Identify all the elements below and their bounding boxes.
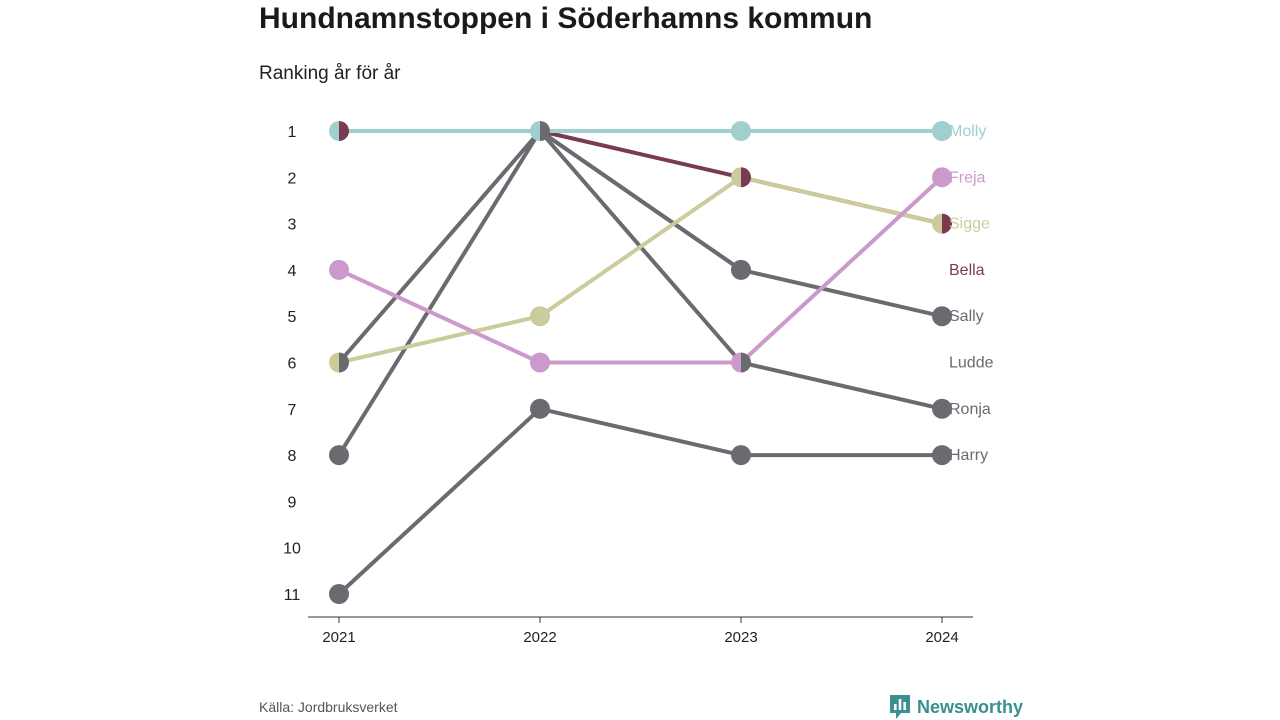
series-line-bella [538, 129, 743, 180]
y-tick-label: 7 [288, 402, 297, 419]
series-label-ludde: Ludde [949, 355, 994, 372]
point-freja [530, 352, 550, 373]
point-ronja [932, 398, 952, 419]
y-tick-label: 5 [288, 309, 297, 326]
series-label-sigge: Sigge [949, 216, 990, 233]
y-tick-label: 2 [288, 170, 297, 187]
point-freja [932, 167, 952, 188]
x-tick-label: 2023 [724, 629, 757, 646]
y-tick-label: 8 [288, 448, 297, 465]
series-label-freja: Freja [949, 169, 986, 186]
points-layer [329, 121, 953, 604]
point-freja [329, 259, 349, 280]
point-bella-sigge-left-half [932, 213, 942, 234]
y-tick-label: 10 [283, 541, 301, 558]
y-tick-label: 11 [284, 587, 301, 604]
x-tick-label: 2024 [925, 629, 958, 646]
series-line-harry [538, 406, 743, 458]
series-line-sigge [739, 175, 944, 226]
axis-layer: 2021 2022 2023 2024 1 2 3 4 5 6 7 8 9 10 11 [283, 124, 973, 646]
series-line-ludde [337, 129, 542, 458]
brand-name: Newsworthy [917, 696, 1024, 717]
point-bella-molly-left-half [329, 121, 339, 141]
point-bella-molly-right-half [339, 121, 349, 141]
chart-title: Hundnamnstoppen i Söderhamns kommun [259, 2, 873, 35]
labels-layer: Molly Freja Sigge Bella Sally Ludde Ronja Harry [949, 123, 994, 464]
series-line-sally [739, 267, 944, 319]
y-tick-label: 9 [288, 494, 297, 511]
x-tick-label: 2021 [322, 629, 355, 646]
point-bella-sigge-right-half [942, 213, 953, 234]
series-line-sigge [538, 175, 743, 319]
point-harry [731, 445, 751, 466]
series-line-sally [337, 129, 542, 365]
x-tick-label: 2022 [523, 629, 556, 646]
chart-subtitle: Ranking år för år [259, 63, 401, 84]
point-ludde [329, 445, 349, 466]
series-line-harry [337, 406, 542, 596]
y-tick-label: 6 [288, 356, 297, 373]
series-line-ronja [739, 360, 944, 411]
lines-layer [337, 129, 944, 596]
point-sally-sigge-right-half [339, 352, 349, 373]
point-molly [731, 121, 751, 141]
point-bella-sigge-left-half [731, 167, 741, 188]
series-line-sally [538, 129, 743, 272]
point-sally [932, 306, 952, 327]
brand-logo: Newsworthy [889, 694, 1023, 720]
newsworthy-logo-icon [890, 695, 910, 719]
point-bella-sigge-right-half [741, 167, 751, 188]
point-ronja-freja-right-half [741, 352, 751, 373]
series-line-freja [337, 267, 542, 365]
series-label-molly: Molly [949, 123, 986, 140]
point-harry [530, 398, 550, 419]
series-line-sigge [337, 314, 542, 365]
point-sally-sigge-left-half [329, 352, 339, 373]
y-tick-label: 3 [288, 217, 297, 234]
point-ronja-freja-left-half [731, 352, 741, 373]
point-harry [329, 584, 349, 604]
series-label-ronja: Ronja [949, 401, 991, 418]
point-ludde-sally [731, 259, 751, 280]
point-sigge [530, 306, 550, 327]
source-note: Källa: Jordbruksverket [259, 699, 398, 715]
point-harry [932, 445, 952, 466]
point-molly [932, 121, 952, 141]
series-label-bella: Bella [949, 262, 985, 279]
point-ludde-ronja-sally-bella-molly-right-half [540, 121, 550, 141]
y-tick-label: 1 [288, 124, 297, 141]
series-label-harry: Harry [949, 447, 988, 464]
y-tick-label: 4 [288, 263, 297, 280]
point-ludde-ronja-sally-bella-molly-left-half [530, 121, 540, 141]
series-label-sally: Sally [949, 308, 984, 325]
series-line-freja [739, 175, 944, 365]
